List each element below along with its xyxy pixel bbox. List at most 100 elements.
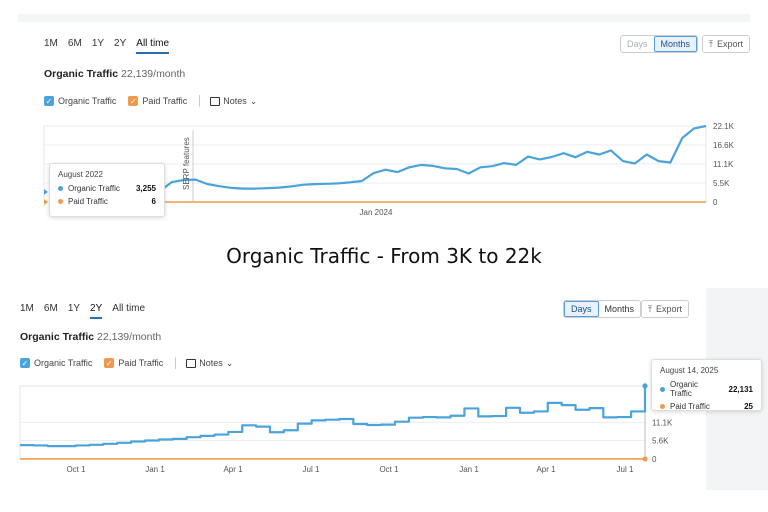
y-tick-label: 5.6K bbox=[652, 437, 669, 446]
tab-2y[interactable]: 2Y bbox=[90, 303, 103, 319]
tab-all-time[interactable]: All time bbox=[136, 38, 170, 54]
tab-6m[interactable]: 6M bbox=[43, 303, 58, 314]
tooltip-paid-value: 6 bbox=[151, 197, 156, 206]
legend-paid-label: Paid Traffic bbox=[142, 96, 188, 106]
export-icon: ⤒ bbox=[648, 303, 652, 314]
tooltip-row-paid: Paid Traffic 25 bbox=[660, 402, 753, 411]
granularity-toggle: Days Months bbox=[563, 300, 642, 318]
granularity-toggle: Days Months bbox=[620, 35, 699, 53]
x-tick-label: Jul 1 bbox=[303, 465, 320, 474]
notes-dropdown[interactable]: Notes ⌄ bbox=[210, 96, 257, 107]
chart-title: Organic Traffic 22,139/month bbox=[20, 331, 161, 343]
x-tick-label: Jan 2024 bbox=[360, 208, 393, 217]
marker-organic bbox=[44, 189, 48, 195]
comment-icon bbox=[210, 96, 221, 106]
legend: ✓ Organic Traffic ✓ Paid Traffic Notes ⌄ bbox=[20, 357, 233, 369]
tooltip-row-paid: Paid Traffic 6 bbox=[58, 197, 156, 206]
checkbox-icon: ✓ bbox=[128, 96, 139, 106]
months-button[interactable]: Months bbox=[653, 36, 698, 52]
days-button[interactable]: Days bbox=[627, 39, 648, 49]
serp-label: SERP features bbox=[182, 137, 191, 190]
legend-paid[interactable]: ✓ Paid Traffic bbox=[128, 96, 187, 106]
series-point-organic bbox=[642, 383, 648, 389]
x-tick-label: Oct 1 bbox=[379, 465, 399, 474]
period-tabs: 1M 6M 1Y 2Y All time bbox=[44, 38, 179, 54]
export-label: Export bbox=[655, 304, 682, 314]
title-text: Organic Traffic bbox=[20, 331, 95, 343]
y-tick-label: 16.6K bbox=[713, 141, 735, 150]
export-button[interactable]: ⤒ Export bbox=[641, 300, 689, 318]
x-tick-label: Jan 1 bbox=[145, 465, 165, 474]
dot-icon bbox=[58, 199, 63, 204]
y-tick-label: 11.1K bbox=[713, 160, 734, 169]
x-tick-label: Apr 1 bbox=[223, 465, 243, 474]
tab-1y[interactable]: 1Y bbox=[91, 38, 105, 49]
tab-1y[interactable]: 1Y bbox=[67, 303, 81, 314]
checkbox-icon: ✓ bbox=[104, 358, 115, 368]
dot-icon bbox=[58, 186, 63, 191]
x-tick-label: Oct 1 bbox=[66, 465, 86, 474]
notes-dropdown[interactable]: Notes ⌄ bbox=[186, 358, 233, 369]
top-panel: 1M 6M 1Y 2Y All time Days Months ⤒ Expor… bbox=[0, 26, 768, 226]
title-value: 22,139/month bbox=[97, 331, 162, 343]
x-tick-label: Apr 1 bbox=[536, 465, 556, 474]
chevron-down-icon: ⌄ bbox=[225, 357, 234, 368]
tooltip-organic-value: 22,131 bbox=[728, 384, 753, 394]
tooltip-paid-label: Paid Traffic bbox=[68, 197, 108, 206]
months-button[interactable]: Months bbox=[604, 304, 635, 314]
tooltip-bottom: August 14, 2025 Organic Traffic 22,131 P… bbox=[651, 359, 762, 411]
legend: ✓ Organic Traffic ✓ Paid Traffic Notes ⌄ bbox=[44, 95, 257, 107]
checkbox-icon: ✓ bbox=[44, 96, 54, 106]
checkbox-icon: ✓ bbox=[20, 358, 30, 368]
y-tick-label: 22.1K bbox=[713, 122, 735, 131]
notes-label: Notes bbox=[199, 358, 223, 368]
title-value: 22,139/month bbox=[121, 68, 186, 80]
y-tick-label: 5.5K bbox=[713, 179, 730, 188]
export-button[interactable]: ⤒ Export bbox=[702, 35, 750, 53]
y-tick-label: 11.1K bbox=[652, 418, 673, 427]
legend-organic[interactable]: ✓ Organic Traffic bbox=[44, 96, 116, 106]
tab-all-time[interactable]: All time bbox=[112, 303, 146, 314]
marker-paid bbox=[44, 199, 48, 205]
days-button[interactable]: Days bbox=[564, 301, 599, 317]
period-tabs: 1M 6M 1Y 2Y All time bbox=[20, 303, 155, 319]
export-label: Export bbox=[716, 39, 743, 49]
legend-divider bbox=[199, 95, 201, 107]
title-text: Organic Traffic bbox=[44, 68, 119, 80]
dot-icon bbox=[660, 404, 665, 409]
x-tick-label: Jul 1 bbox=[617, 465, 634, 474]
top-strip bbox=[18, 14, 750, 22]
tooltip-paid-value: 25 bbox=[744, 402, 753, 411]
tooltip-organic-label: Organic Traffic bbox=[68, 184, 120, 193]
tooltip-organic-label: Organic Traffic bbox=[670, 380, 699, 398]
legend-organic-label: Organic Traffic bbox=[58, 96, 117, 106]
comment-icon bbox=[186, 358, 197, 368]
legend-organic[interactable]: ✓ Organic Traffic bbox=[20, 358, 92, 368]
caption: Organic Traffic - From 3K to 22k bbox=[226, 244, 542, 268]
chart-title: Organic Traffic 22,139/month bbox=[44, 68, 185, 80]
tab-2y[interactable]: 2Y bbox=[114, 38, 127, 49]
tab-1m[interactable]: 1M bbox=[20, 303, 34, 314]
export-icon: ⤒ bbox=[709, 38, 713, 49]
tooltip-organic-value: 3,255 bbox=[135, 184, 156, 193]
series-point-paid bbox=[642, 456, 648, 462]
legend-organic-label: Organic Traffic bbox=[34, 358, 93, 368]
tooltip-date: August 14, 2025 bbox=[660, 366, 719, 375]
tooltip-row-organic: Organic Traffic 3,255 bbox=[58, 184, 156, 193]
tooltip-row-organic: Organic Traffic 22,131 bbox=[660, 380, 753, 398]
tooltip-paid-label: Paid Traffic bbox=[670, 402, 710, 411]
tooltip-top: August 2022 Organic Traffic 3,255 Paid T… bbox=[49, 163, 165, 217]
tooltip-date: August 2022 bbox=[58, 170, 103, 179]
y-tick-label: 0 bbox=[713, 198, 718, 207]
tab-6m[interactable]: 6M bbox=[67, 38, 82, 49]
series-line-organic bbox=[159, 124, 707, 192]
bottom-panel: 1M 6M 1Y 2Y All time Days Months ⤒ Expor… bbox=[0, 290, 706, 490]
legend-paid[interactable]: ✓ Paid Traffic bbox=[104, 358, 163, 368]
legend-divider bbox=[175, 357, 177, 369]
series-line-organic bbox=[20, 385, 647, 448]
tab-1m[interactable]: 1M bbox=[44, 38, 58, 49]
chevron-down-icon: ⌄ bbox=[249, 95, 258, 106]
notes-label: Notes bbox=[223, 96, 247, 106]
y-tick-label: 0 bbox=[652, 455, 657, 464]
